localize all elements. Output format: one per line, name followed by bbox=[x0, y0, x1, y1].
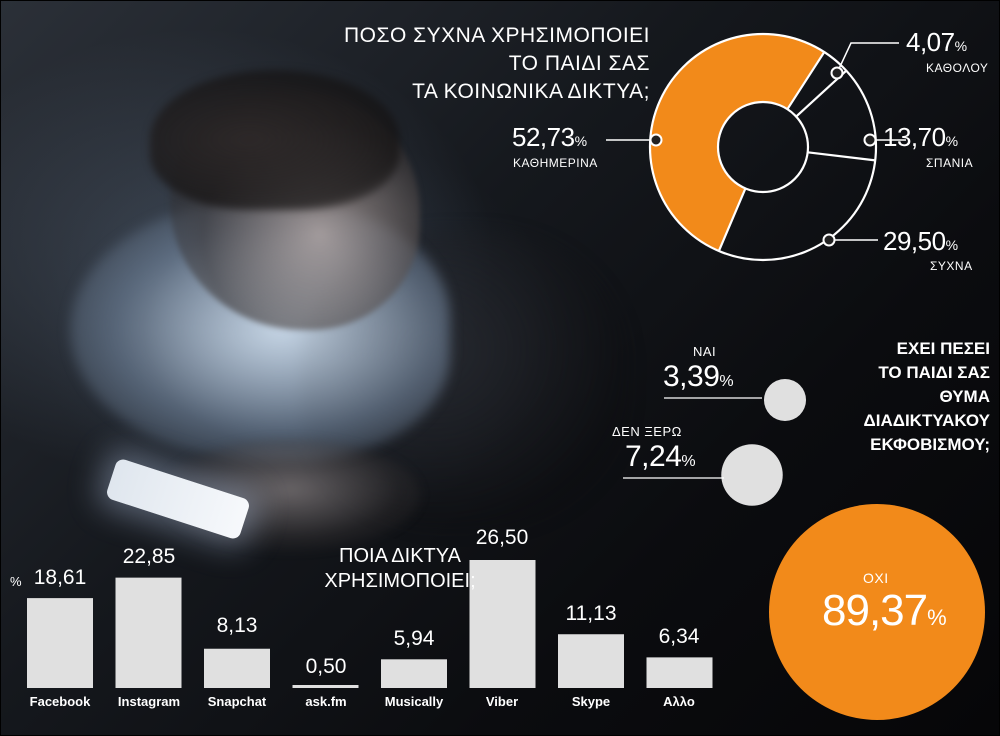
bar-value: 5,94 bbox=[393, 627, 435, 650]
bar-category: Viber bbox=[485, 694, 519, 709]
bar-value: 0,50 bbox=[305, 655, 347, 678]
bubble-title-line: ΕΚΦΟΒΙΣΜΟΥ; bbox=[870, 435, 990, 454]
donut-callout-dot bbox=[830, 66, 844, 80]
bubble-label-yes: 3,39% bbox=[663, 360, 734, 394]
bubble-label-dontknow: 7,24% bbox=[625, 440, 696, 474]
bar bbox=[115, 577, 182, 688]
bubble-title-line: ΔΙΑΔΙΚΤΥΑΚΟΥ bbox=[863, 411, 990, 430]
donut-inner-ring bbox=[716, 100, 810, 194]
donut-label-never: 4,07% bbox=[906, 27, 967, 58]
donut-slice bbox=[719, 152, 875, 260]
bar bbox=[381, 659, 447, 688]
bubble bbox=[769, 504, 985, 720]
bar-category: Facebook bbox=[29, 694, 91, 709]
bar-category: Skype bbox=[571, 694, 611, 709]
bubble-label-no: 89,37% bbox=[822, 586, 947, 636]
bubble-title-line: ΤΟ ΠΑΙΔΙ ΣΑΣ bbox=[878, 363, 990, 382]
donut-value: 4,07 bbox=[906, 27, 955, 57]
donut-callout-dot bbox=[649, 133, 663, 147]
bar-category: Snapchat bbox=[207, 694, 267, 709]
donut-title-line: ΤΟ ΠΑΙΔΙ ΣΑΣ bbox=[508, 52, 650, 75]
bubble-title-line: ΘΥΜΑ bbox=[939, 387, 990, 406]
bar-value: 8,13 bbox=[216, 614, 258, 637]
bar-category: Αλλο bbox=[663, 694, 695, 709]
donut-value: 13,70 bbox=[883, 122, 946, 152]
bar bbox=[204, 648, 270, 688]
bar bbox=[469, 560, 536, 688]
bubble-category: ΝΑΙ bbox=[693, 344, 717, 359]
percent-sign: % bbox=[574, 133, 588, 149]
bar-value: 18,61 bbox=[33, 566, 87, 589]
bubble-title-line: ΕΧΕΙ ΠΕΣΕΙ bbox=[896, 339, 990, 358]
donut-value: 29,50 bbox=[883, 226, 946, 256]
percent-sign: % bbox=[681, 453, 696, 470]
donut-category: ΚΑΘΗΜΕΡΙΝΑ bbox=[513, 156, 598, 170]
bubble bbox=[763, 378, 807, 422]
donut-category: ΚΑΘΟΛΟΥ bbox=[926, 61, 989, 75]
bar bbox=[27, 598, 93, 688]
bubble bbox=[721, 444, 783, 506]
donut-callout-dot bbox=[822, 233, 836, 247]
donut-slice bbox=[649, 33, 825, 252]
bar-category: Musically bbox=[384, 694, 444, 709]
bar-value: 11,13 bbox=[565, 602, 617, 625]
bubble-value: 7,24 bbox=[625, 440, 682, 473]
donut-category: ΣΠΑΝΙΑ bbox=[926, 156, 974, 170]
percent-sign: % bbox=[954, 38, 968, 54]
bar-category: Instagram bbox=[117, 694, 181, 709]
percent-sign: % bbox=[927, 605, 947, 630]
bubble-value: 3,39 bbox=[663, 360, 720, 393]
bar-value: 6,34 bbox=[658, 625, 700, 648]
donut-title-line: ΤΑ ΚΟΙΝΩΝΙΚΑ ΔΙΚΤΥΑ; bbox=[412, 80, 650, 103]
bar-title-line: ΠΟΙΑ ΔΙΚΤΥΑ bbox=[339, 545, 461, 567]
bubble-value: 89,37 bbox=[822, 586, 928, 635]
percent-sign: % bbox=[945, 133, 959, 149]
bar bbox=[646, 657, 713, 688]
donut-category: ΣΥΧΝΑ bbox=[930, 259, 973, 273]
donut-callout-dot bbox=[863, 133, 877, 147]
donut-divider bbox=[786, 51, 826, 110]
donut-callout-line bbox=[836, 42, 899, 74]
donut-title: ΠΟΣΟ ΣΥΧΝΑ ΧΡΗΣΙΜΟΠΟΙΕΙ ΤΟ ΠΑΙΔΙ ΣΑΣ ΤΑ … bbox=[250, 22, 650, 106]
donut-title-line: ΠΟΣΟ ΣΥΧΝΑ ΧΡΗΣΙΜΟΠΟΙΕΙ bbox=[344, 24, 650, 47]
bar-title-line: ΧΡΗΣΙΜΟΠΟΙΕΙ; bbox=[324, 570, 476, 592]
donut-label-daily: 52,73% bbox=[512, 122, 587, 153]
bar-value: 22,85 bbox=[122, 545, 176, 568]
bar bbox=[558, 634, 624, 688]
percent-sign: % bbox=[719, 373, 734, 390]
bar-category: ask.fm bbox=[305, 694, 347, 709]
donut-value: 52,73 bbox=[512, 122, 575, 152]
bubble-category: ΟΧΙ bbox=[863, 570, 889, 586]
donut-outer-ring bbox=[648, 32, 878, 262]
bar-unit: % bbox=[10, 574, 22, 589]
donut-label-rarely: 13,70% bbox=[883, 122, 958, 153]
bar bbox=[292, 685, 359, 688]
bubble-title: ΕΧΕΙ ΠΕΣΕΙ ΤΟ ΠΑΙΔΙ ΣΑΣ ΘΥΜΑ ΔΙΑΔΙΚΤΥΑΚΟ… bbox=[838, 337, 990, 457]
bubble-category: ΔΕΝ ΞΕΡΩ bbox=[612, 424, 682, 439]
donut-divider bbox=[807, 151, 876, 162]
donut-divider bbox=[717, 187, 747, 252]
bar-title: ΠΟΙΑ ΔΙΚΤΥΑ ΧΡΗΣΙΜΟΠΟΙΕΙ; bbox=[300, 544, 500, 594]
percent-sign: % bbox=[945, 237, 959, 253]
bar-value: 26,50 bbox=[475, 526, 529, 549]
donut-label-often: 29,50% bbox=[883, 226, 958, 257]
background-photo-hair bbox=[150, 70, 400, 210]
